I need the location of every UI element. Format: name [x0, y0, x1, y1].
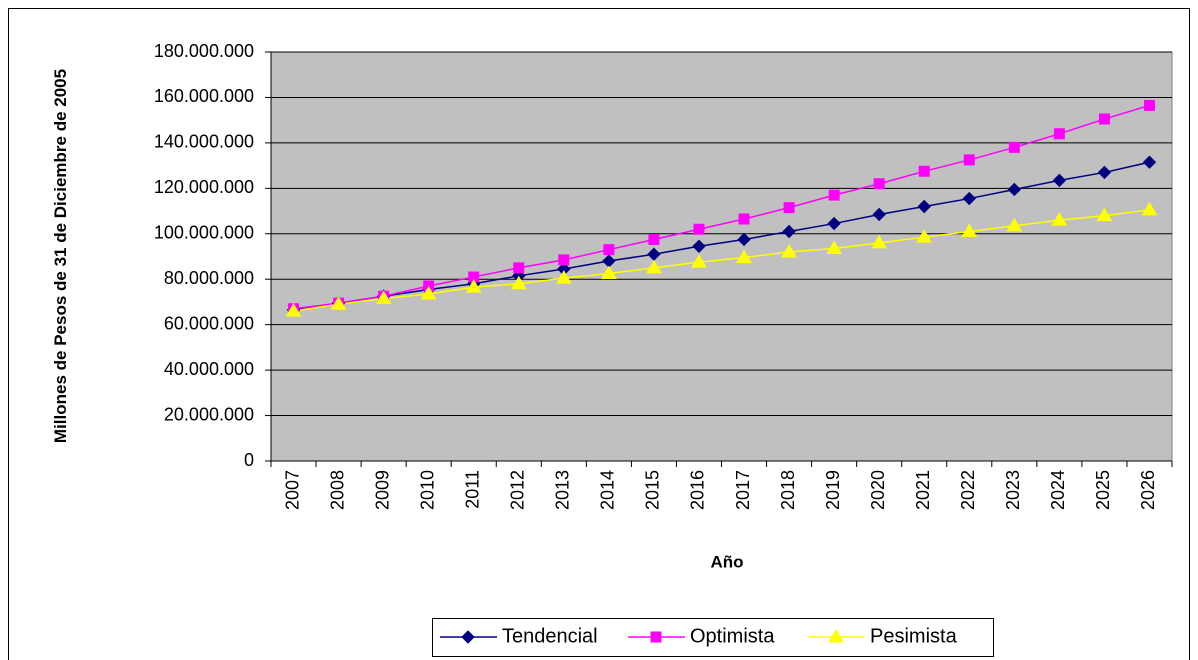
marker	[693, 223, 705, 235]
marker	[1051, 212, 1068, 226]
marker	[917, 199, 931, 214]
marker	[782, 224, 796, 239]
marker	[873, 178, 885, 190]
marker	[1098, 113, 1110, 125]
y-tick-label: 40.000.000	[164, 359, 254, 379]
marker	[871, 234, 888, 249]
x-tick-label: 2025	[1093, 470, 1113, 510]
legend-marker	[461, 630, 475, 644]
y-tick-label: 140.000.000	[154, 132, 254, 152]
x-tick-label: 2016	[688, 470, 708, 510]
marker	[1096, 207, 1113, 222]
marker	[513, 262, 525, 274]
marker	[962, 191, 976, 206]
marker	[738, 213, 750, 225]
plot-area	[270, 51, 1173, 462]
x-tick-label: 2024	[1048, 470, 1068, 510]
marker	[1006, 217, 1023, 232]
series-line	[293, 104, 1150, 310]
legend-label: Optimista	[690, 625, 775, 647]
legend-marker	[828, 629, 844, 643]
series-line	[293, 161, 1150, 311]
marker	[1007, 182, 1022, 197]
legend-marker	[650, 631, 662, 643]
marker	[603, 244, 615, 256]
legend-label: Tendencial	[502, 625, 598, 647]
marker	[420, 285, 437, 300]
y-tick-label: 60.000.000	[164, 313, 254, 333]
y-tick-label: 80.000.000	[164, 268, 254, 288]
y-tick-label: 20.000.000	[164, 404, 254, 424]
legend	[432, 618, 994, 657]
marker	[916, 229, 933, 243]
x-tick-label: 2014	[598, 470, 618, 510]
x-axis-title: Año	[710, 552, 743, 571]
y-tick-label: 160.000.000	[154, 86, 254, 106]
marker	[555, 270, 572, 284]
marker	[961, 223, 978, 238]
x-tick-label: 2022	[958, 470, 978, 510]
x-tick-label: 2009	[372, 470, 392, 510]
marker	[648, 233, 660, 245]
marker	[646, 259, 662, 274]
marker	[736, 249, 752, 264]
y-axis-title: Millones de Pesos de 31 de Diciembre de …	[51, 69, 70, 443]
marker	[826, 240, 842, 255]
y-tick-label: 100.000.000	[154, 223, 254, 243]
x-tick-label: 2026	[1138, 470, 1158, 510]
marker	[1097, 165, 1112, 180]
x-tick-label: 2021	[913, 470, 933, 510]
x-tick-label: 2018	[778, 470, 798, 510]
marker	[918, 165, 930, 177]
marker	[285, 303, 302, 317]
marker	[558, 254, 570, 266]
marker	[783, 202, 795, 214]
marker	[601, 265, 617, 280]
marker	[1143, 99, 1155, 111]
x-tick-label: 2017	[733, 470, 753, 510]
marker	[963, 154, 975, 166]
x-tick-label: 2020	[868, 470, 888, 510]
x-tick-label: 2012	[508, 470, 528, 510]
marker	[1142, 155, 1157, 169]
marker	[1141, 201, 1158, 216]
marker	[510, 275, 527, 290]
y-tick-label: 120.000.000	[154, 177, 254, 197]
marker	[781, 243, 797, 258]
x-tick-label: 2019	[823, 470, 843, 510]
marker	[465, 279, 482, 293]
x-tick-label: 2008	[327, 470, 347, 510]
legend-label: Pesimista	[870, 625, 958, 647]
marker	[1008, 141, 1020, 153]
x-tick-label: 2011	[462, 470, 482, 509]
marker	[468, 271, 480, 283]
x-tick-label: 2013	[553, 470, 573, 510]
marker	[1053, 128, 1065, 140]
x-tick-label: 2010	[417, 470, 437, 510]
marker	[828, 189, 840, 201]
x-tick-label: 2023	[1003, 470, 1023, 510]
x-tick-label: 2007	[282, 470, 302, 510]
marker	[1052, 173, 1067, 188]
marker	[375, 290, 392, 305]
marker	[827, 216, 841, 231]
marker	[330, 296, 347, 310]
series-line	[293, 209, 1150, 312]
marker	[692, 239, 706, 253]
marker	[872, 207, 886, 222]
y-tick-label: 180.000.000	[154, 41, 254, 61]
marker	[691, 254, 707, 268]
x-tick-label: 2015	[643, 470, 663, 510]
y-tick-label: 0	[244, 450, 254, 470]
chart-border	[8, 8, 1190, 660]
marker	[737, 232, 751, 247]
